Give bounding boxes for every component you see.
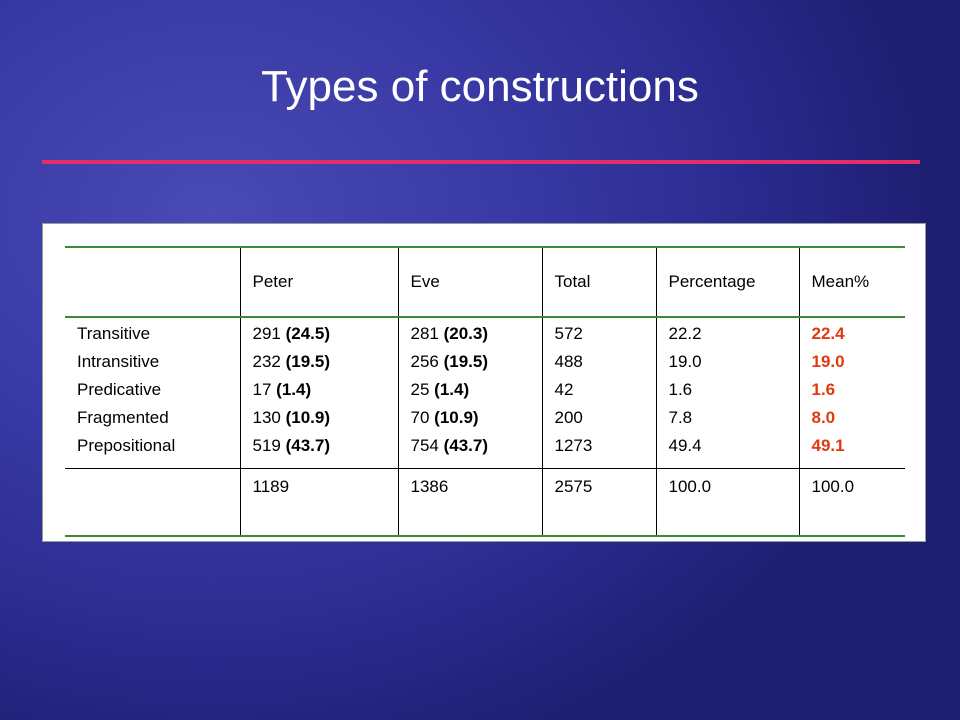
eve-value: 256 (19.5) — [411, 348, 542, 376]
eve-count: 256 — [410, 352, 439, 371]
body-row: Transitive Intransitive Predicative Frag… — [65, 316, 905, 469]
header-cell-percentage: Percentage — [655, 246, 799, 317]
percentage-value: 7.8 — [668, 408, 693, 427]
peter-percent: (19.5) — [285, 352, 331, 371]
peter-count: 130 — [252, 408, 281, 427]
peter-value: 519 (43.7) — [253, 432, 398, 460]
total-value: 200 — [554, 408, 583, 427]
eve-percent: (43.7) — [443, 436, 489, 455]
peter-count: 17 — [252, 380, 272, 399]
type-label: Prepositional — [77, 436, 176, 455]
totals-mean: 100.0 — [798, 468, 905, 537]
peter-percent: (24.5) — [285, 324, 331, 343]
title-divider — [42, 160, 920, 164]
eve-count: 25 — [410, 380, 430, 399]
mean-value: 49.1 — [811, 436, 845, 455]
mean-value: 1.6 — [811, 380, 836, 399]
peter-percent: (1.4) — [276, 380, 312, 399]
type-label: Intransitive — [77, 352, 160, 371]
mean-value: 22.4 — [811, 324, 845, 343]
eve-value: 281 (20.3) — [411, 320, 542, 348]
total-value: 572 — [554, 324, 583, 343]
total-value: 1273 — [554, 436, 593, 455]
mean-value: 19.0 — [811, 352, 845, 371]
percentage-value: 22.2 — [668, 324, 702, 343]
mean-column: 22.4 19.0 1.6 8.0 49.1 — [798, 316, 905, 469]
header-row: Peter Eve Total Percentage Mean% — [65, 246, 905, 317]
percentage-column: 22.2 19.0 1.6 7.8 49.4 — [655, 316, 799, 469]
totals-peter: 1189 — [239, 468, 398, 537]
eve-column: 281 (20.3) 256 (19.5) 25 (1.4) 70 (10.9)… — [397, 316, 542, 469]
totals-row: 1189 1386 2575 100.0 100.0 — [65, 468, 905, 537]
peter-value: 17 (1.4) — [253, 376, 398, 404]
percentage-value: 49.4 — [668, 436, 702, 455]
peter-value: 291 (24.5) — [253, 320, 398, 348]
type-column: Transitive Intransitive Predicative Frag… — [65, 316, 240, 469]
eve-count: 754 — [410, 436, 439, 455]
peter-column: 291 (24.5) 232 (19.5) 17 (1.4) 130 (10.9… — [239, 316, 398, 469]
peter-count: 291 — [252, 324, 281, 343]
header-cell-eve: Eve — [397, 246, 542, 317]
type-label: Transitive — [77, 324, 151, 343]
eve-count: 70 — [410, 408, 430, 427]
constructions-table: Peter Eve Total Percentage Mean% Transit… — [65, 246, 905, 537]
peter-percent: (10.9) — [285, 408, 331, 427]
header-cell-mean: Mean% — [798, 246, 905, 317]
total-value: 488 — [554, 352, 583, 371]
eve-percent: (10.9) — [434, 408, 479, 427]
eve-percent: (19.5) — [443, 352, 489, 371]
eve-percent: (1.4) — [434, 380, 470, 399]
peter-value: 130 (10.9) — [253, 404, 398, 432]
eve-value: 70 (10.9) — [411, 404, 542, 432]
eve-percent: (20.3) — [443, 324, 489, 343]
totals-label — [65, 468, 240, 537]
totals-eve: 1386 — [397, 468, 542, 537]
peter-count: 519 — [252, 436, 281, 455]
peter-count: 232 — [252, 352, 281, 371]
eve-count: 281 — [410, 324, 439, 343]
header-cell-peter: Peter — [239, 246, 398, 317]
totals-total: 2575 — [541, 468, 656, 537]
total-column: 572 488 42 200 1273 — [541, 316, 656, 469]
percentage-value: 1.6 — [668, 380, 693, 399]
percentage-value: 19.0 — [668, 352, 702, 371]
peter-percent: (43.7) — [285, 436, 331, 455]
table-panel: Peter Eve Total Percentage Mean% Transit… — [42, 223, 926, 542]
type-label: Predicative — [77, 380, 162, 399]
peter-value: 232 (19.5) — [253, 348, 398, 376]
slide-title: Types of constructions — [261, 62, 699, 111]
header-cell-total: Total — [541, 246, 656, 317]
type-label: Fragmented — [77, 408, 169, 427]
totals-percentage: 100.0 — [655, 468, 799, 537]
mean-value: 8.0 — [811, 408, 836, 427]
total-value: 42 — [554, 380, 574, 399]
eve-value: 25 (1.4) — [411, 376, 542, 404]
header-cell-empty — [65, 246, 240, 317]
eve-value: 754 (43.7) — [411, 432, 542, 460]
